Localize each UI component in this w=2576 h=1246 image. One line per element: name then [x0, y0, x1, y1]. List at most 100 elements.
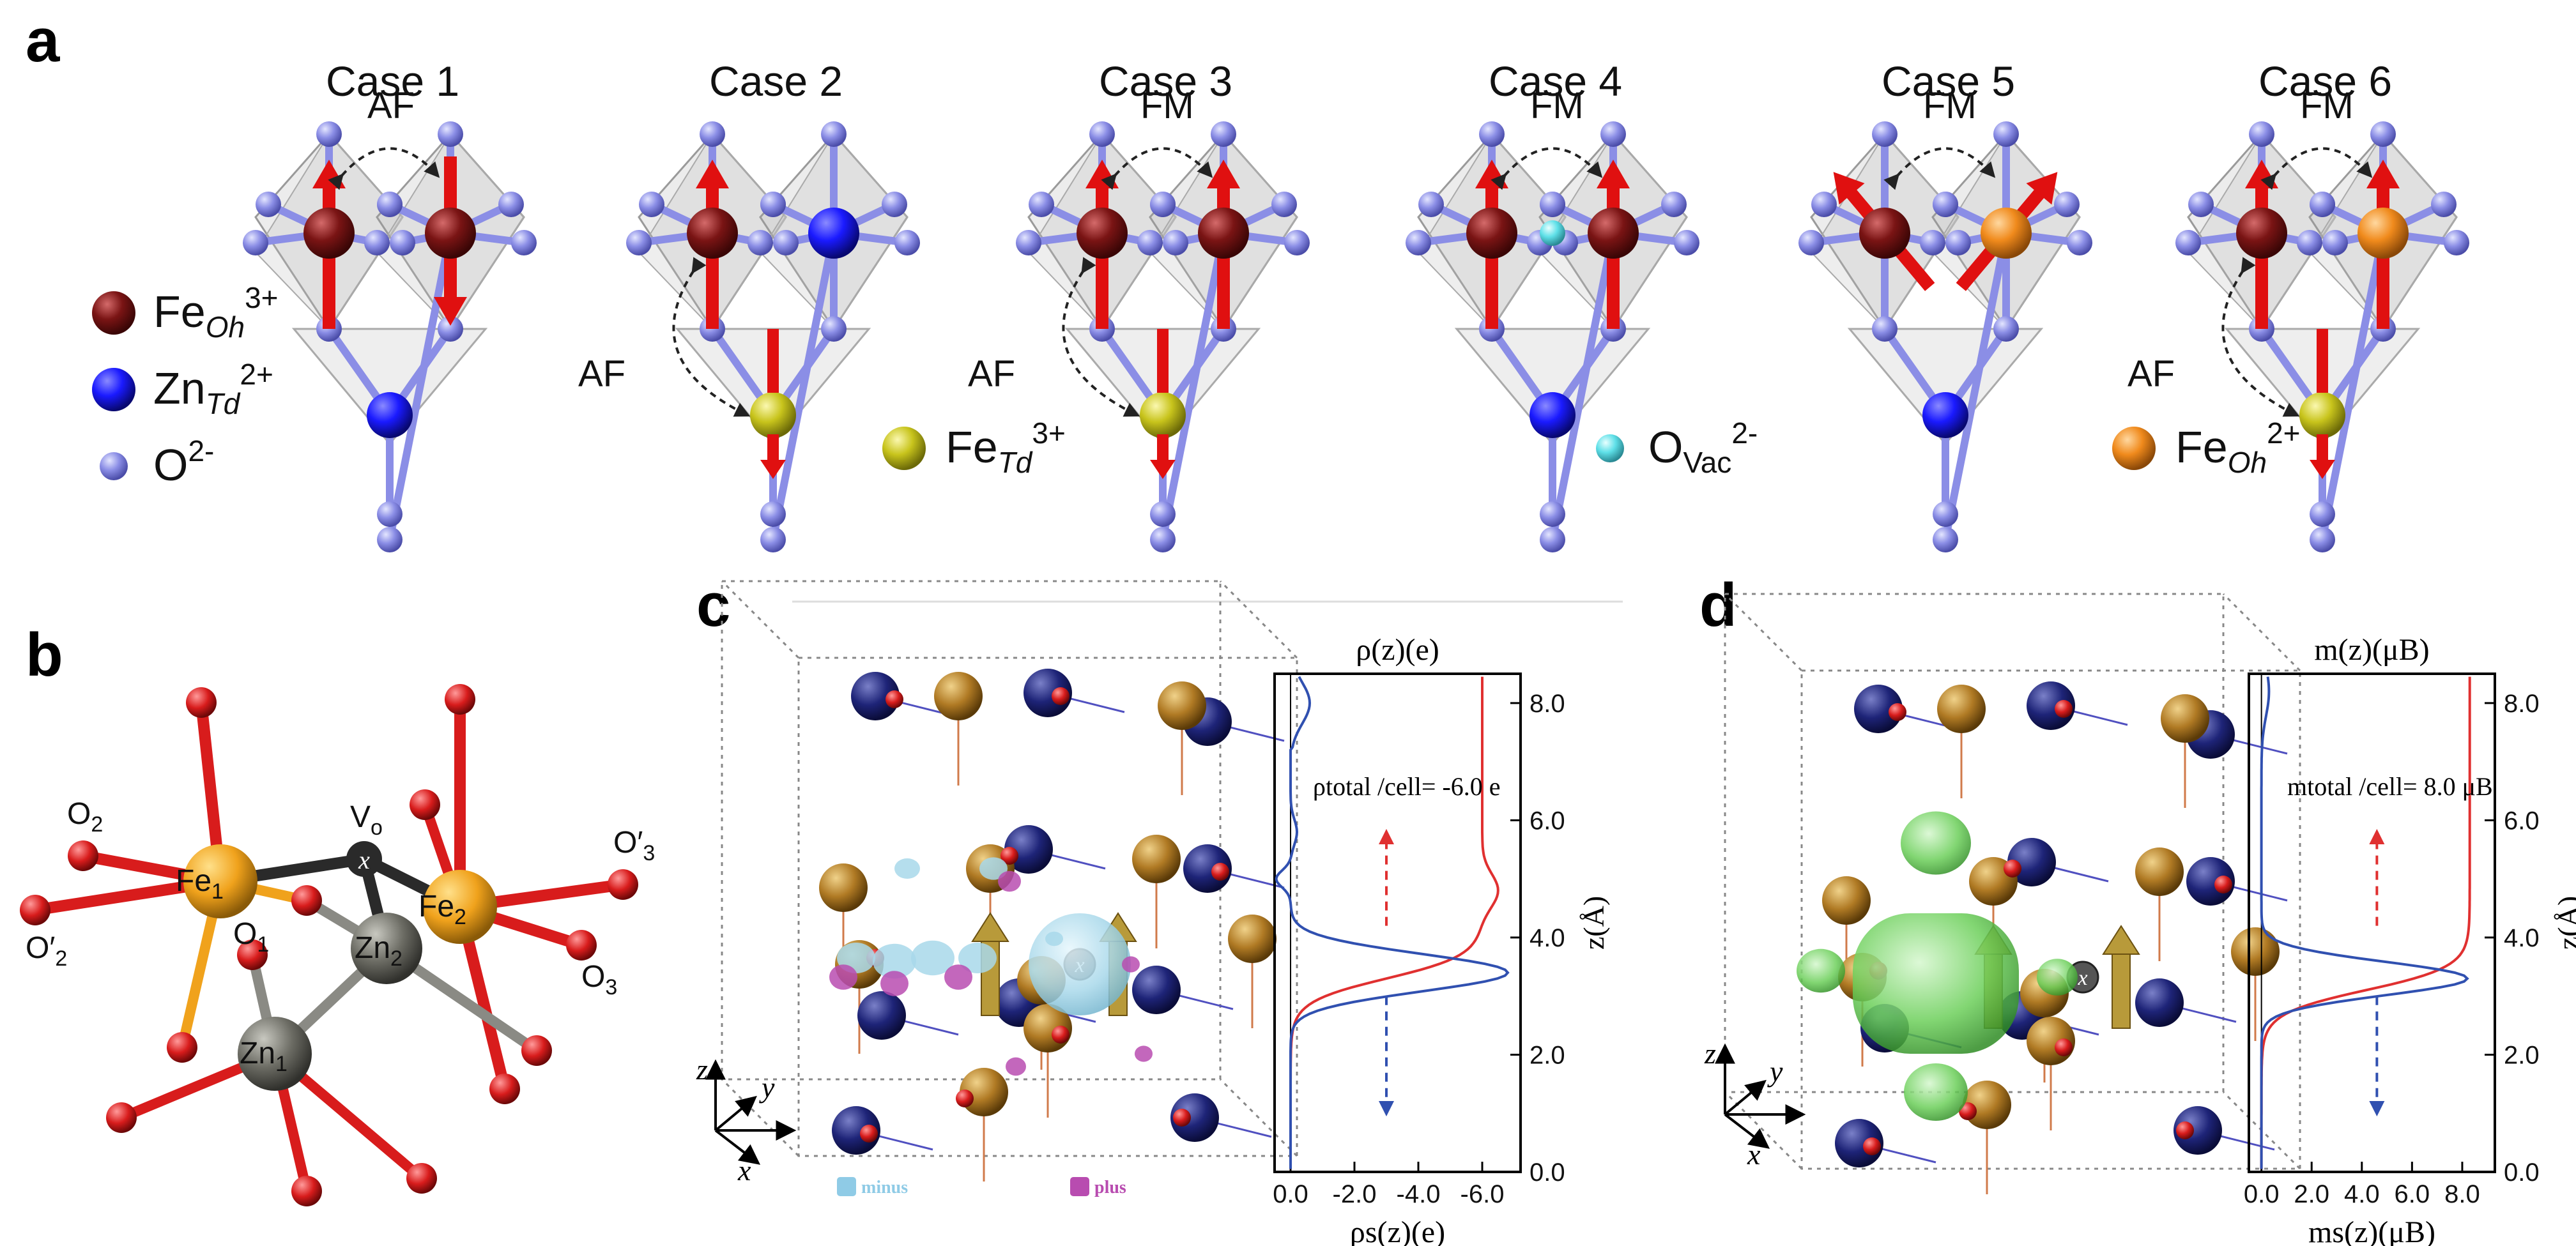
total-profile-line [1289, 676, 1499, 1169]
svg-text:x: x [358, 846, 370, 874]
x-tick-label: -4.0 [1397, 1180, 1441, 1208]
y-tick-label: 0.0 [1529, 1159, 1565, 1187]
x-tick-label: 6.0 [2395, 1180, 2430, 1208]
svg-text:z: z [1704, 1037, 1716, 1070]
label-fe2: Fe2 [418, 890, 466, 929]
td-site-atom [1922, 392, 1968, 438]
case-title: Case 1 [326, 57, 459, 105]
svg-text:O2-: O2- [153, 434, 214, 490]
coupling-side-label: AF [578, 353, 625, 395]
case-title: Case 5 [1882, 57, 2015, 105]
svg-text:x: x [2077, 966, 2087, 990]
case-6: Case 6FM AF [2128, 57, 2469, 552]
panel-c-density-profile: 0.0 2.0 4.0 6.0 8.0 0.0 -2.0 -4.0 -6.0 ρtotal /ce… [1273, 633, 1610, 1246]
oh-site-atom [1588, 208, 1639, 259]
panel-c-axes: z y x [696, 1053, 797, 1187]
y-axis-label: z(Å) [1577, 896, 1610, 950]
plot-frame [1273, 672, 1522, 1173]
svg-text:FeTd3+: FeTd3+ [946, 416, 1066, 479]
td-site-atom [2299, 392, 2345, 438]
legend-fe-td3: FeTd3+ [882, 416, 1066, 479]
coupling-side-label: AF [2128, 353, 2175, 395]
fe2-atom [423, 870, 497, 944]
panel-d-axes: z y x [1704, 1037, 1806, 1171]
x-tick-label: 4.0 [2344, 1180, 2380, 1208]
bottom-axis-label: ms(z)(μB) [2308, 1215, 2435, 1246]
spin-profile-line [2260, 676, 2469, 1169]
svg-text:ZnTd2+: ZnTd2+ [153, 358, 273, 420]
panel-c-iso-legend: minus plus [837, 1177, 1126, 1197]
panel-b-structure: x Fe1 Fe2 Zn2 Zn1 O1 O2 O3 O′2 O′3 Vo [20, 684, 655, 1206]
svg-text:OVac2-: OVac2- [1648, 416, 1758, 479]
x-tick-label: 8.0 [2444, 1180, 2480, 1208]
x-tick-label: 2.0 [2294, 1180, 2329, 1208]
y-tick-label: 6.0 [2504, 807, 2540, 835]
oh-site-atom [1466, 208, 1517, 259]
oh-site-atom [1859, 208, 1910, 259]
octahedra [243, 121, 537, 552]
moment-arrow [2112, 951, 2131, 1029]
panel-letter-a: a [26, 6, 60, 75]
label-o3-prime: O′3 [613, 826, 655, 865]
oh-site-atom [687, 208, 738, 259]
isosurfaces [1797, 811, 2078, 1121]
y-tick-label: 2.0 [2504, 1041, 2540, 1069]
y-tick-label: 0.0 [2504, 1159, 2540, 1187]
total-annotation: ρtotal /cell= -6.0 e [1313, 772, 1501, 801]
oh-site-atom [1198, 208, 1249, 259]
x-tick-label: 0.0 [2244, 1180, 2280, 1208]
label-zn2: Zn2 [355, 931, 402, 971]
vacancy-site [346, 841, 382, 877]
oh-site-atom [1981, 208, 2032, 259]
td-site-atom [1140, 392, 1186, 438]
y-axis-label: z(Å) [2552, 896, 2576, 950]
label-o2-prime: O′2 [26, 931, 67, 971]
case-title: Case 2 [709, 57, 843, 105]
coupling-top-label: FM [1923, 85, 1977, 126]
legend-fe-oh2: FeOh2+ [2112, 416, 2301, 479]
bottom-axis-label: ρs(z)(e) [1350, 1215, 1445, 1246]
legend-o2: O2- [100, 434, 214, 490]
label-o1: O1 [233, 917, 269, 957]
zn1-atom [238, 1017, 312, 1091]
y-tick-label: 8.0 [1529, 690, 1565, 718]
svg-text:y: y [759, 1071, 775, 1104]
svg-text:x: x [737, 1154, 751, 1187]
legend-fe-oh3: FeOh3+ [92, 281, 279, 344]
x-tick-label: -2.0 [1333, 1180, 1377, 1208]
zn2-atom [351, 913, 422, 984]
oh-site-atom [2236, 208, 2287, 259]
case-title: Case 3 [1099, 57, 1232, 105]
td-site-atom [367, 392, 413, 438]
td-site-atom [750, 392, 796, 438]
spin-profile-line [1275, 676, 1510, 1169]
x-tick-label: 0.0 [1273, 1180, 1308, 1208]
total-profile-line [2260, 676, 2471, 1169]
coupling-side-label: AF [968, 353, 1015, 395]
vacancy-atom [1540, 220, 1565, 246]
svg-text:y: y [1767, 1055, 1783, 1088]
fe1-atom [183, 844, 257, 918]
oh-site-atom [303, 208, 355, 259]
legend-minus-swatch [837, 1177, 856, 1196]
oh-site-atom [425, 208, 476, 259]
octahedra [1406, 121, 1699, 552]
legend-plus-label: plus [1094, 1178, 1126, 1197]
panel-c-supercell: x [721, 580, 1298, 1181]
top-axis-label: m(z)(μB) [2314, 633, 2429, 667]
top-axis-label: ρ(z)(e) [1356, 633, 1439, 667]
label-vo: Vo [350, 800, 383, 840]
legend-zn-td2: ZnTd2+ [92, 358, 273, 420]
panel-letter-b: b [26, 621, 63, 689]
svg-text:FeOh2+: FeOh2+ [2175, 416, 2301, 479]
panel-letter-c: c [696, 571, 730, 639]
oh-site-atom [1077, 208, 1128, 259]
y-tick-label: 8.0 [2504, 690, 2540, 718]
legend-plus-swatch [1070, 1177, 1089, 1196]
coupling-top-label: AF [367, 85, 415, 126]
svg-text:x: x [1747, 1138, 1761, 1171]
label-o3: O3 [581, 960, 617, 999]
coupling-top-label: FM [1140, 85, 1194, 126]
case-3: Case 3FM AF [968, 57, 1310, 552]
